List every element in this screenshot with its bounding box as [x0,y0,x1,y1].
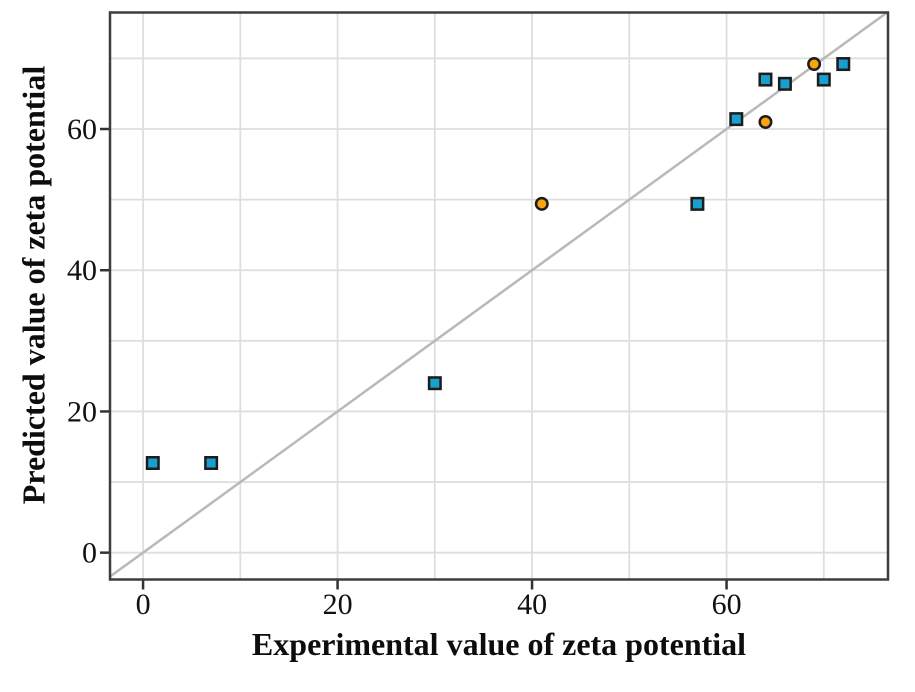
y-tick-label: 20 [67,395,97,428]
data-point-blue-square [729,112,744,127]
y-axis-title: Predicted value of zeta potential [15,65,52,505]
data-point-orange-circle [758,114,773,129]
data-point-orange-circle [534,196,549,211]
data-point-blue-square [427,376,442,391]
data-point-blue-square [777,76,792,91]
data-point-blue-square [145,455,160,470]
data-point-blue-square [836,57,851,72]
y-tick-label: 40 [67,254,97,287]
data-point-blue-square [690,196,705,211]
data-point-blue-square [816,72,831,87]
data-point-blue-square [204,455,219,470]
x-tick-label: 0 [136,588,151,621]
x-tick-label: 60 [712,588,742,621]
data-point-orange-circle [807,57,822,72]
x-tick-label: 40 [517,588,547,621]
identity-line [109,11,888,578]
y-tick-label: 0 [82,537,97,570]
x-axis-title: Experimental value of zeta potential [251,626,747,662]
data-point-blue-square [758,72,773,87]
y-tick-label: 60 [67,113,97,146]
plot-border [108,11,890,581]
x-tick-label: 20 [323,588,353,621]
